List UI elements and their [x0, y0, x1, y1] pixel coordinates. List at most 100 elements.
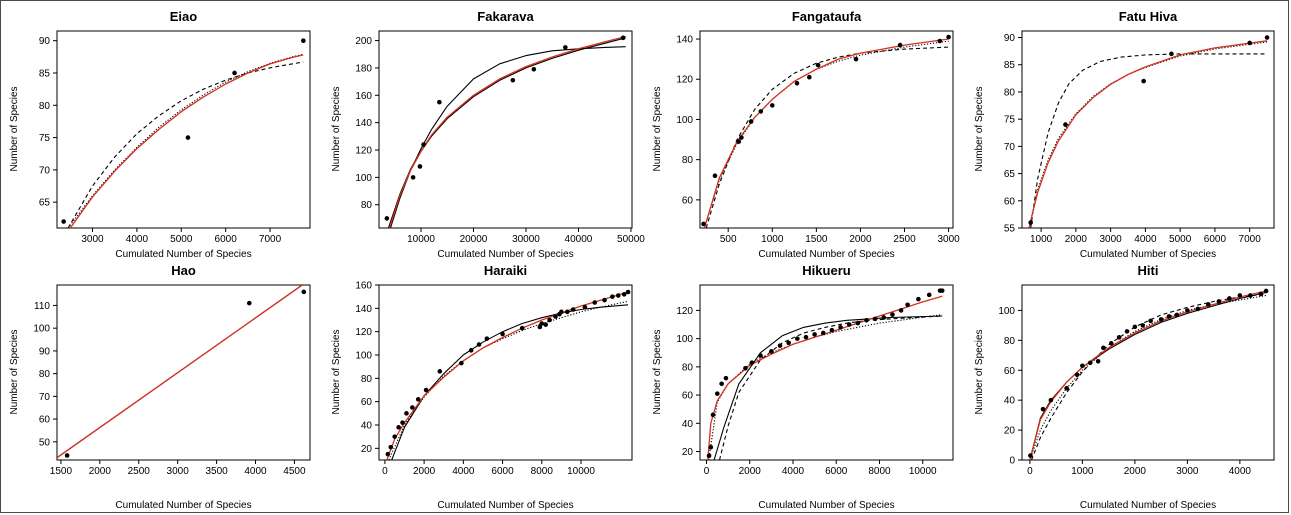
data-point: [400, 420, 405, 425]
data-point: [937, 38, 943, 44]
fit-curves: [1028, 40, 1268, 228]
fit-curve-black-solid: [391, 304, 629, 460]
data-point: [748, 119, 754, 124]
panel-title: Hikueru: [802, 263, 850, 278]
y-tick-label: 70: [39, 392, 51, 403]
plot-box: [1021, 284, 1275, 461]
panel-title: Eiao: [170, 9, 198, 24]
data-point: [592, 300, 598, 305]
fit-curves: [1029, 290, 1267, 460]
data-point: [897, 42, 903, 48]
panel-hao: Hao 1500 2000 2500 3000 3500 4000 4500 50 60 70 80 9…: [9, 263, 311, 511]
y-tick-label: 180: [355, 63, 372, 74]
data-point: [64, 453, 70, 458]
x-tick-label: 5000: [170, 234, 193, 245]
y-tick-label: 100: [355, 351, 372, 362]
data-point: [855, 320, 861, 326]
y-axis-label: Number of Species: [331, 86, 342, 171]
x-tick-label: 4500: [283, 466, 306, 477]
y-tick-label: 65: [39, 198, 51, 209]
data-point: [61, 219, 66, 224]
data-point: [564, 309, 570, 315]
data-point: [739, 135, 744, 140]
panel-title: Fatu Hiva: [1119, 9, 1178, 24]
y-tick-label: 60: [682, 391, 694, 402]
x-axis-label: Cumulated Number of Species: [115, 249, 251, 260]
y-axis-label: Number of Species: [974, 86, 985, 171]
x-tick-label: 3000: [167, 466, 190, 477]
data-point: [559, 309, 564, 315]
data-point: [539, 321, 545, 326]
data-point: [1263, 288, 1269, 294]
data-point: [749, 360, 755, 365]
data-point: [563, 45, 568, 50]
x-tick-label: 2000: [739, 466, 762, 477]
plot-box: [699, 30, 954, 229]
x-tick-label: 3000: [1100, 234, 1123, 245]
data-point: [701, 221, 706, 227]
data-point: [719, 381, 724, 387]
data-point: [846, 322, 852, 327]
fit-curve-red-solid: [703, 38, 949, 228]
plot-box: [56, 284, 311, 461]
data-point: [890, 312, 895, 317]
data-point: [232, 70, 237, 76]
fit-curve-red-solid: [1029, 290, 1267, 460]
y-tick-label: 65: [1004, 169, 1016, 180]
y-tick-label: 100: [998, 306, 1015, 317]
data-point: [1074, 372, 1080, 378]
data-point: [736, 139, 742, 144]
y-tick-label: 20: [682, 447, 694, 458]
y-tick-label: 140: [355, 118, 372, 129]
data-point: [926, 292, 932, 298]
y-tick-label: 80: [39, 369, 51, 380]
plot-box: [378, 30, 633, 229]
y-tick-label: 100: [676, 115, 693, 126]
data-point: [820, 330, 826, 336]
x-tick-label: 3000: [1176, 466, 1199, 477]
x-tick-label: 0: [1027, 466, 1033, 477]
data-point: [1158, 317, 1164, 322]
data-point: [838, 325, 843, 330]
fit-curve-red-solid: [69, 54, 304, 228]
y-tick-label: 80: [361, 200, 373, 211]
panel-fatu-hiva: Fatu Hiva 1000 2000 3000 4000 5000 6000 7000 55 6…: [974, 9, 1275, 260]
data-point: [543, 322, 549, 327]
fit-curve-black-dotted: [703, 40, 949, 228]
x-axis-label: Cumulated Number of Species: [437, 249, 573, 260]
x-tick-label: 8000: [531, 466, 554, 477]
data-point: [708, 444, 714, 450]
y-tick-label: 80: [1004, 336, 1016, 347]
data-point: [301, 38, 306, 43]
fit-curves: [67, 53, 304, 228]
x-tick-label: 7000: [259, 234, 282, 245]
data-point: [853, 56, 859, 62]
data-point: [712, 173, 718, 179]
data-point: [1174, 312, 1180, 318]
data-point: [758, 353, 763, 358]
data-point: [1227, 296, 1232, 301]
fit-curve-black-solid: [713, 315, 943, 460]
data-point: [468, 348, 474, 353]
data-point: [388, 444, 394, 450]
x-tick-label: 3000: [937, 234, 960, 245]
data-point: [437, 99, 442, 105]
x-tick-label: 4000: [126, 234, 149, 245]
y-tick-label: 90: [1004, 33, 1016, 44]
panel-fangataufa: Fangataufa 500 1000 1500 2000 2500 3000 60 80 100…: [652, 9, 960, 260]
y-tick-label: 75: [1004, 115, 1016, 126]
data-point: [916, 296, 921, 302]
fit-curves: [57, 285, 303, 459]
data-point: [723, 375, 729, 381]
data-point: [246, 300, 252, 306]
y-tick-label: 120: [676, 75, 693, 86]
x-tick-label: 1000: [1030, 234, 1053, 245]
data-point: [385, 451, 391, 457]
y-tick-label: 70: [39, 165, 51, 176]
data-point: [459, 360, 464, 366]
y-axis-label: Number of Species: [652, 329, 663, 414]
y-tick-label: 60: [39, 415, 51, 426]
data-point: [610, 294, 615, 299]
y-tick-label: 110: [34, 301, 50, 312]
data-point: [621, 292, 627, 297]
